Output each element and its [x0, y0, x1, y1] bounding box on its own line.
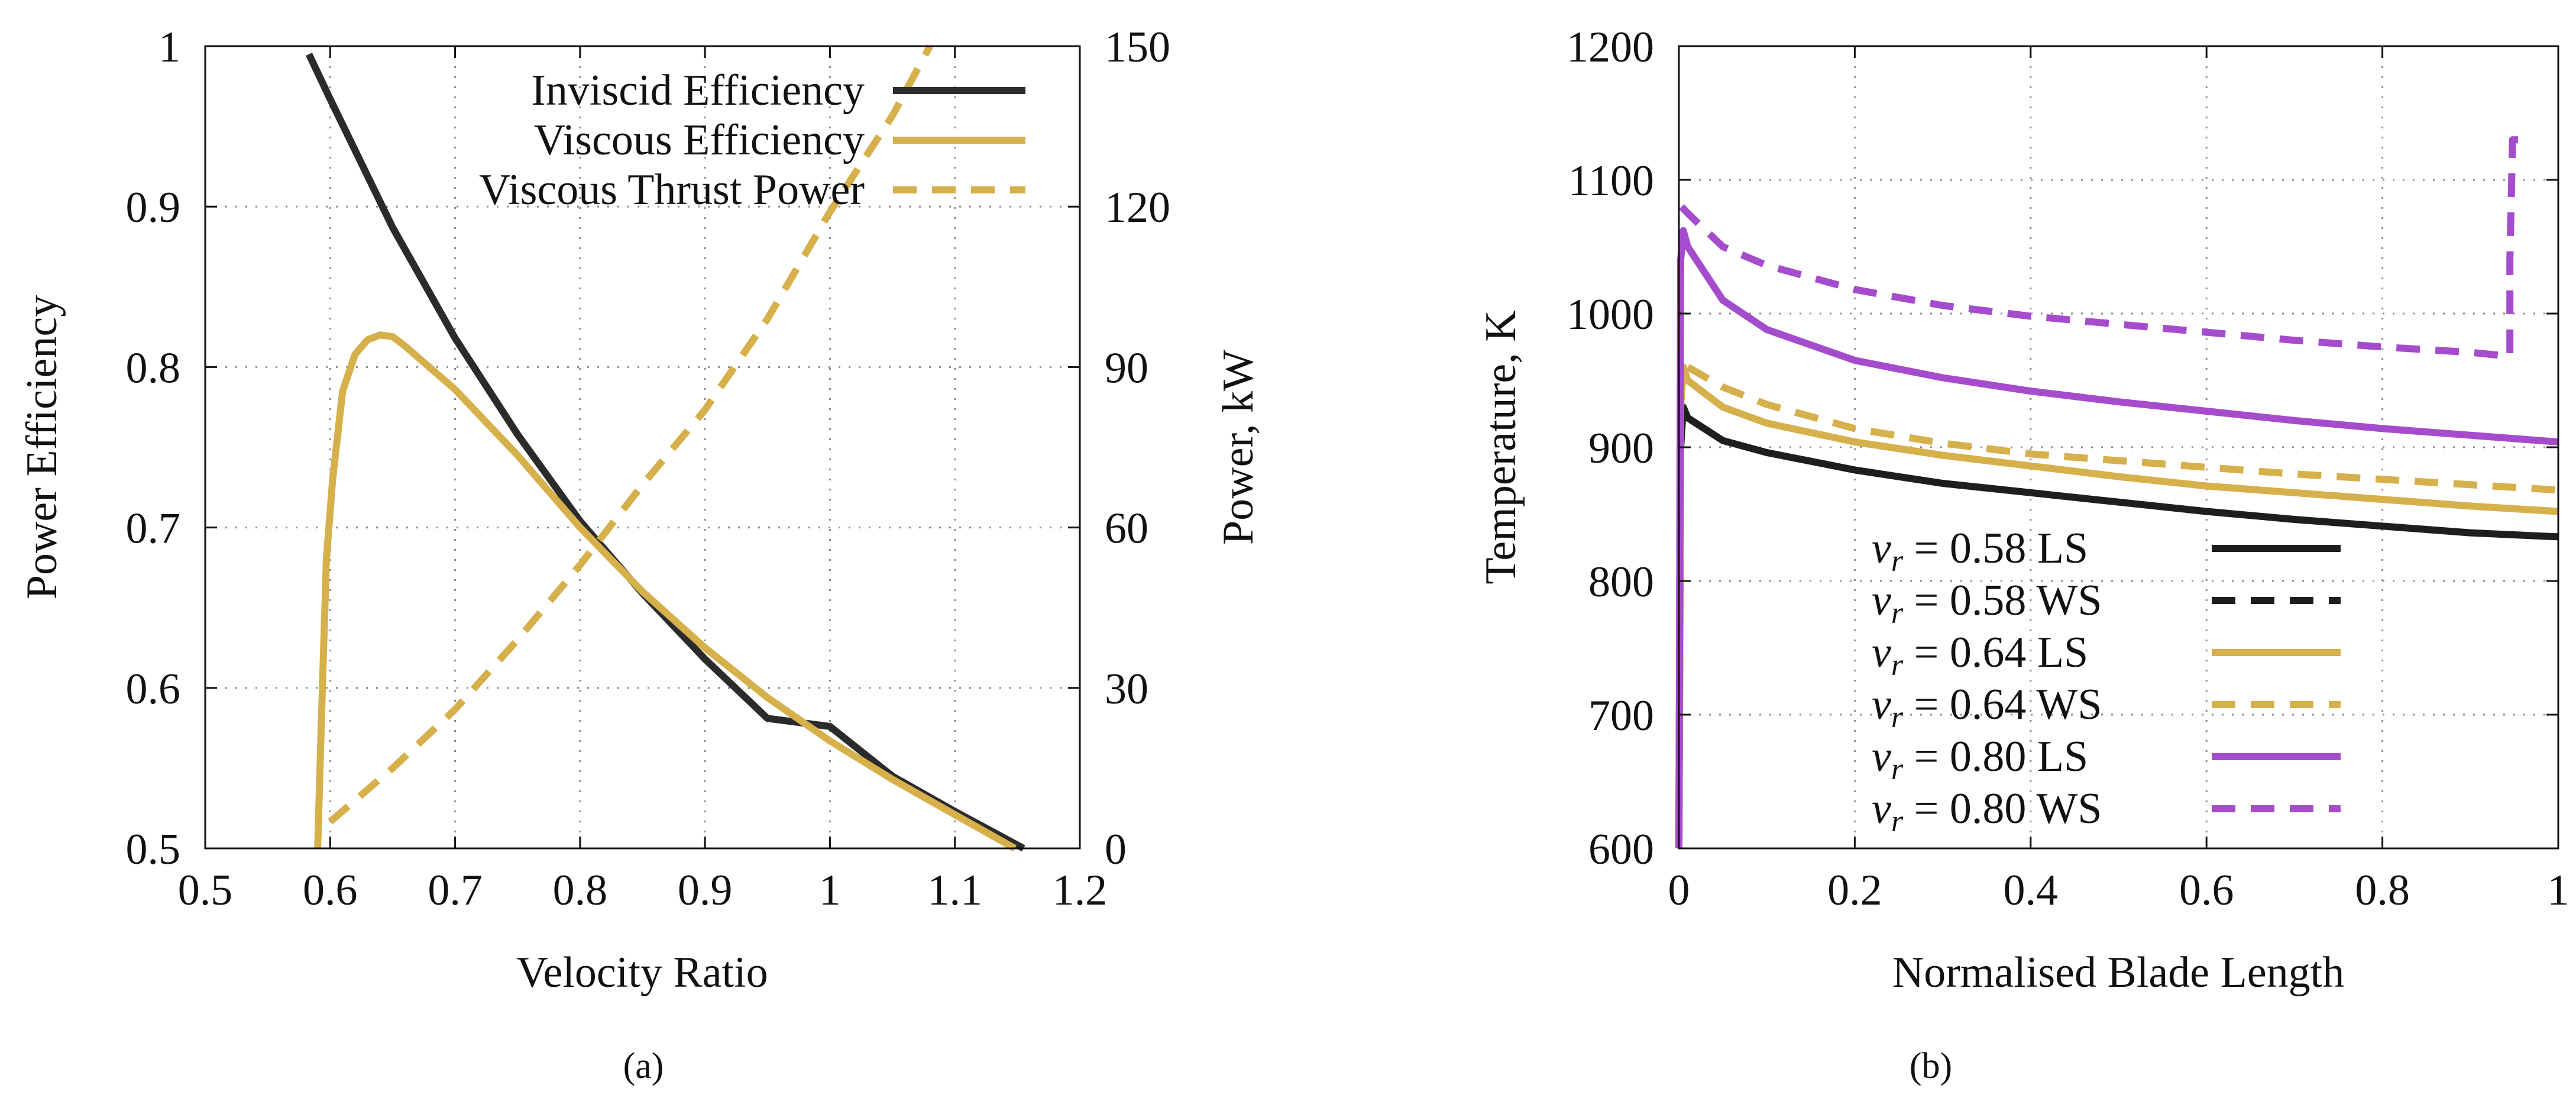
- b-y-tick-label: 1000: [1567, 290, 1654, 339]
- a-x-tick-label: 0.8: [553, 866, 608, 915]
- panel-b-series: [1675, 136, 2559, 849]
- panel-b-chart: 0 0.2 0.4 0.6 0.8 1 600 700 800 900 1000 1100 1200 v…: [1477, 23, 2569, 1086]
- panel-b-ticks: 0 0.2 0.4 0.6 0.8 1 600 700 800 900 1000 1100 1200: [1567, 23, 2569, 915]
- b-legend-var: v: [1872, 680, 1891, 729]
- a-y2-tick-label: 60: [1105, 505, 1148, 553]
- panel-a-y-axis-title: Power Efficiency: [18, 295, 66, 599]
- a-legend-label: Inviscid Efficiency: [531, 66, 865, 115]
- a-y2-tick-label: 0: [1105, 825, 1127, 874]
- panel-b-y-axis-title: Temperature, K: [1477, 310, 1525, 584]
- b-legend-var: v: [1872, 628, 1891, 677]
- panel-b-caption: (b): [1910, 1046, 1952, 1086]
- b-x-tick-label: 0.4: [2004, 866, 2059, 915]
- a-legend-label: Viscous Thrust Power: [479, 166, 865, 214]
- panel-a-ticks: 0.5 0.6 0.7 0.8 0.9 1 1.1 1.2 0.5 0.6 0.7 0.8 0.9 1 0 3…: [126, 23, 1171, 915]
- b-x-tick-label: 1: [2548, 866, 2569, 915]
- a-x-tick-label: 0.7: [428, 866, 483, 915]
- b-y-tick-label: 600: [1588, 825, 1654, 874]
- b-series-v-r-0-64-ws: [1685, 364, 2559, 494]
- b-x-tick-label: 0: [1668, 866, 1690, 915]
- b-legend-label: vr = 0.80 LS: [1872, 732, 2088, 786]
- b-series-v-r-0-80-ls: [1675, 227, 2559, 849]
- b-y-tick-label: 1100: [1568, 157, 1654, 205]
- b-series-v-r-0-80-ws: [1679, 136, 2532, 360]
- a-y-tick-label: 1: [158, 23, 180, 72]
- panel-b-x-axis-title: Normalised Blade Length: [1892, 948, 2344, 997]
- b-legend-sub: r: [1891, 700, 1904, 734]
- a-x-tick-label: 1.2: [1053, 866, 1108, 915]
- a-y-tick-label: 0.5: [126, 825, 181, 874]
- b-x-tick-label: 0.6: [2179, 866, 2234, 915]
- b-legend-sub: r: [1891, 753, 1904, 786]
- b-legend-sub: r: [1891, 596, 1904, 630]
- a-y2-tick-label: 120: [1105, 183, 1170, 232]
- a-y-tick-label: 0.9: [126, 183, 181, 232]
- panel-a-caption: (a): [623, 1046, 664, 1086]
- b-legend-var: v: [1872, 524, 1891, 573]
- b-legend-value: = 0.80 LS: [1903, 732, 2088, 781]
- b-x-tick-label: 0.2: [1827, 866, 1882, 915]
- b-legend-value: = 0.80 WS: [1903, 784, 2102, 833]
- b-legend-value: = 0.64 WS: [1903, 680, 2102, 729]
- b-legend-label: vr = 0.80 WS: [1872, 784, 2102, 838]
- b-legend-value: = 0.58 LS: [1903, 524, 2088, 573]
- panel-a-x-axis-title: Velocity Ratio: [516, 948, 768, 997]
- b-legend-sub: r: [1891, 805, 1904, 838]
- a-legend-label: Viscous Efficiency: [534, 116, 865, 164]
- a-x-tick-label: 0.9: [678, 866, 733, 915]
- panel-a-chart: 0.5 0.6 0.7 0.8 0.9 1 1.1 1.2 0.5 0.6 0.7 0.8 0.9 1 0 3…: [18, 23, 1263, 1086]
- b-y-tick-label: 900: [1588, 424, 1654, 473]
- a-x-tick-label: 0.6: [303, 866, 358, 915]
- b-x-tick-label: 0.8: [2355, 866, 2410, 915]
- b-y-tick-label: 800: [1588, 558, 1654, 606]
- b-y-tick-label: 1200: [1567, 23, 1654, 72]
- panel-a-plot-frame: [204, 45, 1081, 850]
- b-legend-label: vr = 0.58 LS: [1872, 524, 2088, 578]
- b-legend-var: v: [1872, 576, 1891, 625]
- b-legend-value: = 0.64 LS: [1903, 628, 2088, 677]
- a-y-tick-label: 0.6: [126, 665, 181, 713]
- panel-a-series: [305, 44, 1025, 852]
- a-x-tick-label: 1.1: [927, 866, 982, 915]
- a-series-viscous-thrust-power: [328, 44, 933, 825]
- b-legend-var: v: [1872, 784, 1891, 833]
- b-legend-sub: r: [1891, 544, 1904, 578]
- panel-b-grid: [1679, 46, 2558, 848]
- b-series-v-r-0-58-ls: [1675, 403, 2559, 849]
- a-y2-tick-label: 150: [1105, 23, 1170, 72]
- a-series-viscous-efficiency: [314, 331, 1017, 852]
- b-legend-label: vr = 0.64 LS: [1872, 628, 2088, 682]
- a-y2-tick-label: 30: [1105, 665, 1148, 713]
- panel-a-y2-axis-title: Power, kW: [1214, 350, 1263, 545]
- b-legend-sub: r: [1891, 648, 1904, 682]
- b-legend-var: v: [1872, 732, 1891, 781]
- a-y-tick-label: 0.8: [126, 344, 181, 392]
- a-x-tick-label: 0.5: [178, 866, 233, 915]
- b-legend-value: = 0.58 WS: [1903, 576, 2102, 625]
- a-x-tick-label: 1: [819, 866, 841, 915]
- b-series-v-r-0-64-ls: [1675, 363, 2559, 849]
- b-y-tick-label: 700: [1588, 692, 1654, 740]
- b-legend-label: vr = 0.64 WS: [1872, 680, 2102, 734]
- b-legend-label: vr = 0.58 WS: [1872, 576, 2102, 630]
- a-y-tick-label: 0.7: [126, 505, 181, 553]
- a-y2-tick-label: 90: [1105, 344, 1148, 392]
